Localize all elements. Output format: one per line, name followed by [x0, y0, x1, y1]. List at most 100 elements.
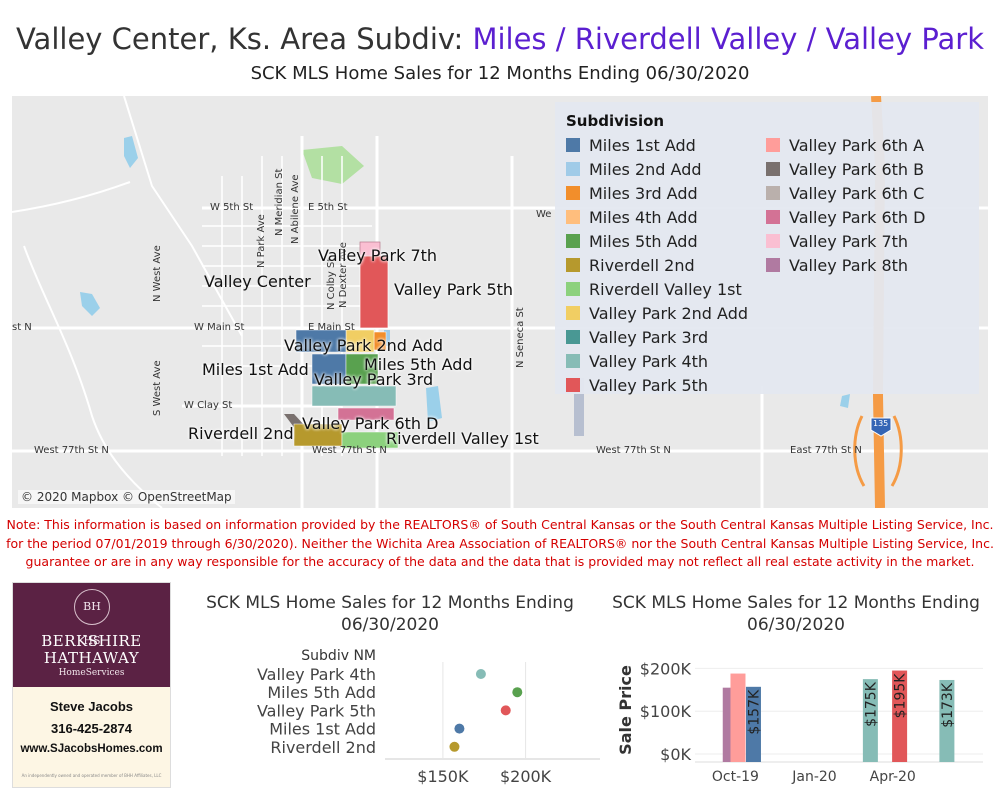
- legend-item[interactable]: Miles 3rd Add: [566, 183, 698, 203]
- legend-item[interactable]: Valley Park 4th: [566, 351, 708, 371]
- agent-phone[interactable]: 316-425-2874: [51, 721, 132, 736]
- legend-label: Miles 4th Add: [589, 207, 698, 227]
- street-label: West 77th St N: [34, 445, 109, 456]
- legend-label: Valley Park 6th B: [789, 159, 925, 179]
- subdivision-label: Miles 1st Add: [202, 360, 309, 379]
- map-attribution[interactable]: © 2020 Mapbox © OpenStreetMap: [18, 490, 235, 504]
- agent-card[interactable]: BH HS BERKSHIRE HATHAWAY HomeServices St…: [12, 582, 171, 788]
- legend-swatch: [566, 138, 580, 152]
- brand-logo: BH HS BERKSHIRE HATHAWAY HomeServices: [13, 583, 170, 687]
- category-label: Riverdell 2nd: [270, 738, 376, 757]
- legend-item[interactable]: Riverdell Valley 1st: [566, 279, 742, 299]
- legend-label: Valley Park 4th: [589, 351, 709, 371]
- street-label: West 77th St N: [596, 445, 671, 456]
- legend-item[interactable]: Valley Park 6th B: [766, 159, 924, 179]
- street-label: E Main St: [308, 322, 355, 333]
- agent-website[interactable]: www.SJacobsHomes.com: [20, 743, 163, 755]
- legend-item[interactable]: Miles 1st Add: [566, 135, 696, 155]
- legend-item[interactable]: Valley Park 2nd Add: [566, 303, 748, 323]
- chart-title-line: 06/30/2020: [747, 615, 845, 635]
- x-tick-label: $150K: [417, 767, 469, 786]
- legend-label: Valley Park 5th: [589, 375, 709, 395]
- data-point: [475, 669, 486, 679]
- data-point: [512, 687, 523, 698]
- legend-swatch: [566, 282, 580, 296]
- bar-value-label: $157K: [746, 689, 762, 735]
- legend-label: Miles 2nd Add: [589, 159, 702, 179]
- legend-swatch: [566, 162, 580, 176]
- legend-label: Valley Park 6th A: [789, 135, 925, 155]
- legend-swatch: [566, 234, 580, 248]
- disclaimer-line: for the period 07/01/2019 through 6/30/2…: [6, 535, 994, 551]
- street-label: N Meridian St: [274, 168, 285, 236]
- bar-value-label: $173K: [940, 682, 956, 728]
- street-label: W Main St: [194, 322, 245, 333]
- legend-item[interactable]: Valley Park 6th A: [766, 135, 924, 155]
- legend-label: Valley Park 6th C: [789, 183, 925, 203]
- bar-value-label: $195K: [893, 673, 909, 719]
- chart-title-line: 06/30/2020: [341, 615, 439, 635]
- legend-label: Valley Park 3rd: [589, 327, 709, 347]
- category-label: Miles 5th Add: [267, 683, 376, 702]
- x-tick-label: Jan-20: [791, 769, 836, 785]
- row-header: Subdiv NM: [301, 648, 376, 664]
- street-label: W 5th St: [210, 202, 254, 213]
- highway-shield-label: 135: [873, 419, 889, 428]
- street-label: East 77th St N: [790, 445, 862, 456]
- brand-sub: HomeServices: [58, 668, 125, 678]
- data-point: [500, 705, 511, 716]
- legend-title: Subdivision: [566, 112, 665, 130]
- legend-item[interactable]: Riverdell 2nd: [566, 255, 695, 275]
- subdivision-label: Valley Park 2nd Add: [284, 336, 443, 355]
- legend-swatch: [766, 162, 780, 176]
- legend-item[interactable]: Valley Park 6th C: [766, 183, 924, 203]
- chart-title-line: SCK MLS Home Sales for 12 Months Ending: [206, 593, 574, 613]
- bar: [862, 679, 878, 762]
- disclaimer-line: Note: This information is based on infor…: [6, 517, 994, 532]
- y-tick-label: $200K: [640, 659, 692, 678]
- legend-swatch: [566, 258, 580, 272]
- legend-item[interactable]: Valley Park 8th: [766, 255, 908, 275]
- subdivision-label: Riverdell 2nd: [188, 424, 294, 443]
- legend-swatch: [766, 138, 780, 152]
- legend-item[interactable]: Valley Park 5th: [566, 375, 708, 395]
- subdivision-map[interactable]: W 5th St E 5th St We W Main St E Main St…: [12, 96, 988, 508]
- page-subtitle: SCK MLS Home Sales for 12 Months Ending …: [250, 63, 750, 84]
- legend-label: Valley Park 8th: [789, 255, 909, 275]
- legend-item[interactable]: Miles 5th Add: [566, 231, 698, 251]
- legend-swatch: [566, 354, 580, 368]
- legend-item[interactable]: Valley Park 3rd: [566, 327, 708, 347]
- title-prefix: Valley Center, Ks. Area Subdiv:: [15, 22, 473, 56]
- subdivision-label: Valley Park 6th D: [302, 414, 439, 433]
- subdivision-label: Riverdell Valley 1st: [386, 429, 539, 448]
- legend-label: Valley Park 6th D: [789, 207, 926, 227]
- chart1-title: SCK MLS Home Sales for 12 Months Ending …: [190, 592, 590, 636]
- sale-price-barchart[interactable]: Sale Price $0K $100K $200K Oct-19 Jan-20 Apr-2…: [605, 640, 995, 795]
- legend-item[interactable]: Miles 4th Add: [566, 207, 698, 227]
- street-label: N West Ave: [152, 245, 163, 302]
- y-tick-label: $0K: [660, 745, 691, 764]
- y-tick-label: $100K: [640, 702, 692, 721]
- street-label: E 5th St: [308, 202, 348, 213]
- legend-item[interactable]: Valley Park 6th D: [766, 207, 925, 227]
- legend-item[interactable]: Miles 2nd Add: [566, 159, 702, 179]
- y-axis-title: Sale Price: [616, 665, 635, 755]
- title-highlight: Miles / Riverdell Valley / Valley Park: [472, 22, 985, 56]
- legend-swatch: [766, 210, 780, 224]
- chart2-title: SCK MLS Home Sales for 12 Months Ending …: [600, 592, 992, 636]
- bhhs-badge-icon: BH HS: [74, 589, 110, 647]
- legend-label: Valley Park 7th: [789, 231, 909, 251]
- category-label: Valley Park 4th: [257, 665, 376, 684]
- legend-swatch: [566, 378, 580, 392]
- street-label: N Colby St: [326, 257, 337, 310]
- legend-label: Riverdell Valley 1st: [589, 279, 742, 299]
- x-tick-label: Apr-20: [870, 769, 916, 785]
- disclaimer-note: Note: This information is based on infor…: [0, 516, 1000, 572]
- agent-name: Steve Jacobs: [49, 699, 134, 714]
- subdivision-label: Valley Park 7th: [318, 246, 438, 265]
- x-tick-label: Oct-19: [712, 769, 759, 785]
- legend-swatch: [566, 306, 580, 320]
- legend-swatch: [766, 258, 780, 272]
- legend-item[interactable]: Valley Park 7th: [766, 231, 908, 251]
